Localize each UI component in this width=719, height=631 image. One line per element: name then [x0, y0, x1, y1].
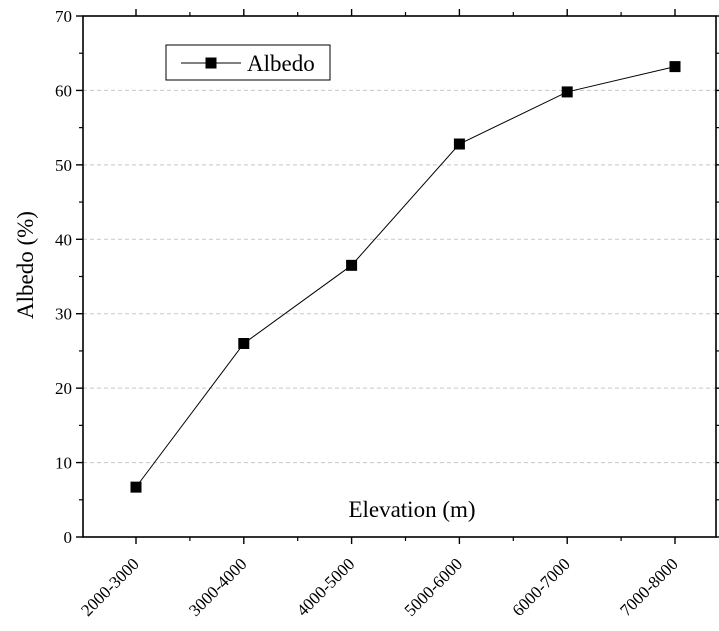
series-albedo: [130, 61, 681, 493]
data-point: [238, 337, 250, 349]
x-axis-title: Elevation (m): [348, 497, 475, 522]
x-tick-label: 7000-8000: [616, 554, 682, 620]
data-point: [346, 259, 358, 271]
y-tick-label: 20: [55, 379, 72, 398]
x-tick-label: 4000-5000: [293, 554, 359, 620]
y-axis-title: Albedo (%): [13, 211, 38, 319]
data-point: [453, 138, 465, 150]
legend: Albedo: [165, 44, 331, 81]
plot-frame: [82, 15, 717, 538]
x-axis: 2000-3000 3000-4000 4000-5000 5000-6000 6000…: [77, 9, 682, 620]
y-tick-label: 10: [55, 454, 72, 473]
y-tick-label: 0: [64, 528, 73, 547]
y-tick-label: 70: [55, 7, 72, 26]
data-point: [561, 86, 573, 98]
y-tick-label: 50: [55, 156, 72, 175]
grid-lines: [83, 89, 716, 464]
y-tick-label: 40: [55, 230, 72, 249]
data-point: [130, 481, 142, 493]
x-tick-label: 3000-4000: [185, 554, 251, 620]
y-tick-label: 60: [55, 81, 72, 100]
x-tick-label: 6000-7000: [508, 554, 574, 620]
x-tick-label: 2000-3000: [77, 554, 143, 620]
x-tick-label: 5000-6000: [401, 554, 467, 620]
series-line: [135, 66, 676, 488]
legend-label: Albedo: [247, 51, 315, 76]
y-axis: 0 10 20 30 40 50 60 70: [55, 7, 719, 547]
legend-marker: [205, 57, 217, 69]
y-tick-label: 30: [55, 305, 72, 324]
data-point: [669, 61, 681, 73]
